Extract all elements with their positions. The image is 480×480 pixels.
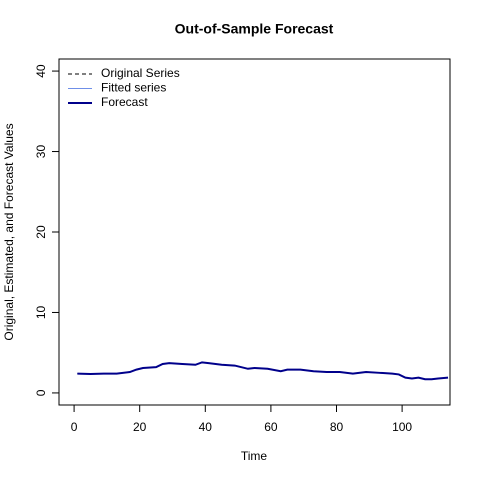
y-tick-label: 40 bbox=[34, 64, 48, 78]
legend-label: Original Series bbox=[101, 66, 180, 80]
y-axis-label: Original, Estimated, and Forecast Values bbox=[2, 123, 16, 340]
x-axis-label: Time bbox=[241, 449, 268, 463]
x-tick-label: 60 bbox=[264, 420, 278, 434]
x-tick-label: 80 bbox=[330, 420, 344, 434]
legend-label: Fitted series bbox=[101, 81, 166, 95]
x-tick-label: 20 bbox=[133, 420, 147, 434]
x-tick-label: 0 bbox=[71, 420, 78, 434]
y-tick-label: 30 bbox=[34, 145, 48, 159]
series-line bbox=[77, 361, 449, 381]
y-tick-label: 0 bbox=[34, 389, 48, 396]
chart-title: Out-of-Sample Forecast bbox=[175, 21, 334, 37]
plot-frame bbox=[58, 58, 451, 406]
y-tick-label: 20 bbox=[34, 225, 48, 239]
x-tick-label: 100 bbox=[392, 420, 412, 434]
legend-label: Forecast bbox=[101, 95, 148, 109]
y-tick-label: 10 bbox=[34, 305, 48, 319]
x-tick-label: 40 bbox=[199, 420, 213, 434]
